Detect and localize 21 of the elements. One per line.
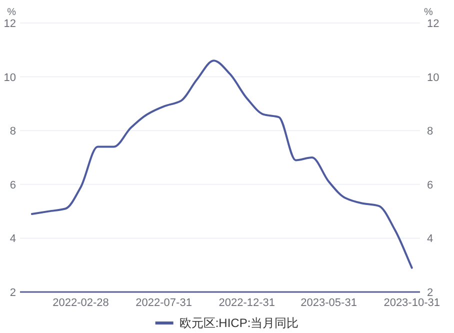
y2-tick-label: 12 — [427, 18, 440, 30]
y2-tick-label: 8 — [427, 126, 434, 138]
y-tick-label: 6 — [10, 179, 16, 192]
y-tick-label: 8 — [10, 126, 16, 138]
legend-label: 欧元区:HICP:当月同比 — [179, 316, 299, 330]
y2-tick-label: 2 — [427, 287, 434, 299]
x-tick-label: 2023-10-31 — [384, 297, 440, 309]
x-tick-label: 2022-02-28 — [52, 297, 109, 309]
x-tick-label: 2022-07-31 — [136, 297, 192, 309]
y-axis-title: % — [7, 7, 16, 18]
x-tick-label: 2022-12-31 — [218, 297, 276, 309]
y2-tick-label: 10 — [427, 72, 440, 84]
y2-tick-label: 6 — [427, 179, 434, 192]
y-tick-label: 2 — [10, 287, 16, 299]
x-tick-label: 2023-05-31 — [300, 297, 357, 309]
y-tick-label: 10 — [4, 72, 16, 84]
legend: 欧元区:HICP:当月同比 — [155, 316, 299, 330]
y2-tick-label: 4 — [427, 233, 434, 246]
y-tick-label: 4 — [10, 233, 16, 246]
y2-axis-title: % — [424, 7, 433, 18]
y-tick-label: 12 — [4, 18, 16, 30]
